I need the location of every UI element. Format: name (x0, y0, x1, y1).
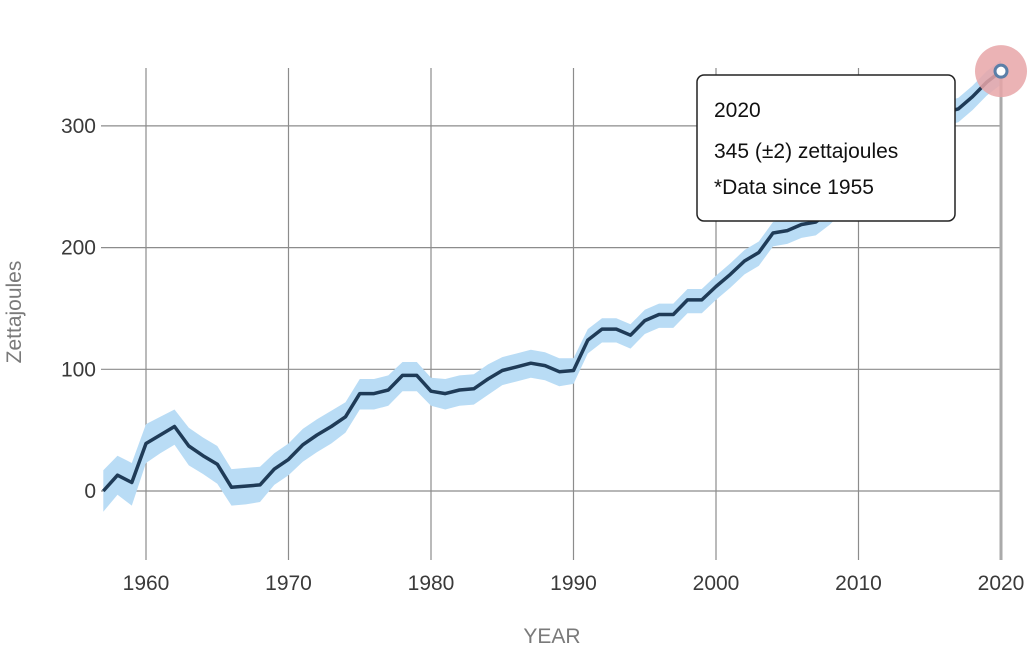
x-tick-label: 1970 (265, 572, 312, 595)
x-tick-label: 1960 (123, 572, 170, 595)
tooltip-value: 345 (±2) zettajoules (714, 140, 898, 163)
tooltip-year: 2020 (714, 99, 761, 122)
uncertainty-band (103, 60, 1002, 512)
y-axis-title: Zettajoules (3, 261, 26, 364)
tooltip-box (696, 74, 956, 222)
highlight-point[interactable] (993, 63, 1009, 79)
x-tick-label: 2020 (978, 572, 1025, 595)
x-tick-label: 1980 (408, 572, 455, 595)
y-tick-label: 200 (61, 237, 96, 260)
x-tick-label: 2010 (835, 572, 882, 595)
x-axis-title: YEAR (523, 625, 580, 648)
y-tick-label: 0 (84, 480, 96, 503)
x-tick-labels: 1960 1970 1980 1990 2000 2010 2020 (123, 572, 1025, 595)
y-tick-label: 100 (61, 358, 96, 381)
tooltip: 2020 345 (±2) zettajoules *Data since 19… (696, 74, 956, 222)
x-tick-label: 2000 (693, 572, 740, 595)
tooltip-note: *Data since 1955 (714, 176, 874, 199)
x-tick-label: 1990 (550, 572, 597, 595)
y-tick-label: 300 (61, 115, 96, 138)
y-tick-labels: 0 100 200 300 (61, 115, 96, 503)
